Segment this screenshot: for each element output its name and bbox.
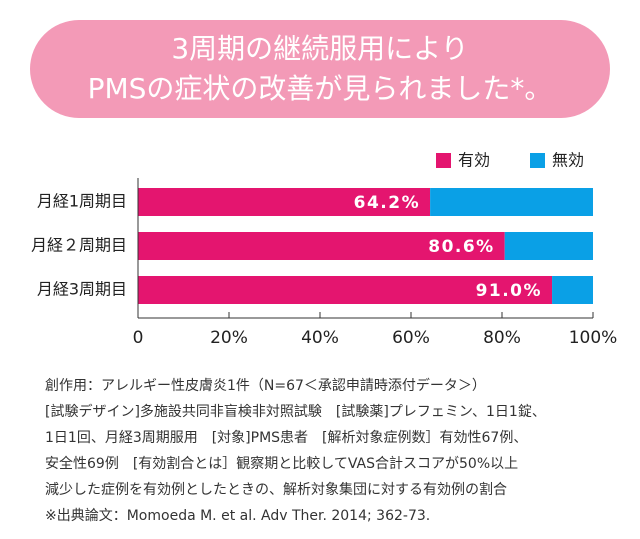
x-tick-label: 20% [210,328,248,348]
footnote: 1日1回、月経3周期服用 [対象]PMS患者 [解析対象症例数］有効性67例、 [45,430,527,446]
bar-segment [552,276,593,304]
bar-segment [430,188,593,216]
bar-segment [138,276,553,304]
x-tick-label: 0 [133,328,144,348]
chart-title: 3周期の継続服用により [171,32,468,65]
legend-swatch [436,153,451,168]
legend-label: 無効 [552,151,584,170]
legend-label: 有効 [458,151,490,170]
footnote: 創作用：アレルギー性皮膚炎1件（N=67＜承認申請時添付データ＞） [45,377,486,394]
bar-segment [504,232,593,260]
title-box [30,20,610,118]
x-tick-label: 100% [569,328,618,348]
y-tick-label: 月経1周期目 [37,192,127,211]
legend-swatch [530,153,545,168]
x-tick-label: 80% [483,328,521,348]
data-label: 80.6% [428,237,494,257]
footnote: ※出典論文：Momoeda M. et al. Adv Ther. 2014; … [45,508,430,524]
data-label: 64.2% [354,193,420,213]
footnote: 減少した症例を有効例としたときの、解析対象集団に対する有効例の割合 [45,481,507,498]
footnote: [試験デザイン]多施設共同非盲検非対照試験 [試験薬]プレフェミン、1日1錠、 [45,403,546,420]
y-tick-label: 月経3周期目 [37,280,127,299]
x-tick-label: 40% [301,328,339,348]
footnote: 安全性69例 [有効割合とは］観察期と比較してVAS合計スコアが50%以上 [45,455,518,472]
bar-segment [138,232,505,260]
x-tick-label: 60% [392,328,430,348]
y-tick-label: 月経２周期目 [31,236,127,255]
bar-segment [138,188,431,216]
chart-title: PMSの症状の改善が見られました*。 [88,72,553,105]
data-label: 91.0% [476,281,542,301]
